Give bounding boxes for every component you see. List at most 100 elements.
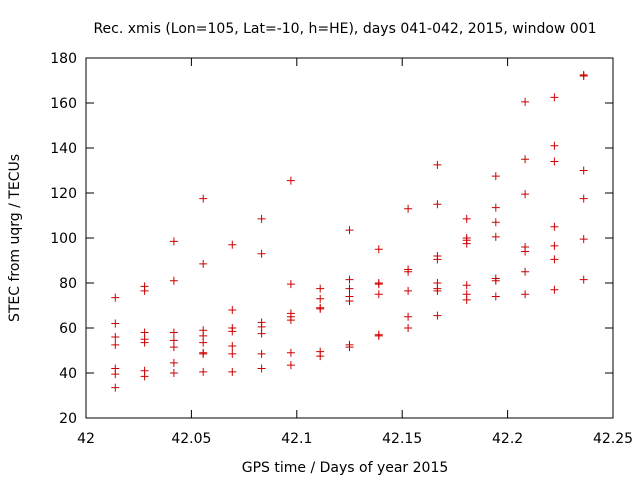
- data-point: [286, 348, 295, 357]
- y-axis-label: STEC from uqrg / TECUs: [7, 154, 23, 322]
- data-point: [491, 218, 500, 227]
- data-point: [579, 70, 588, 79]
- data-point: [404, 286, 413, 295]
- data-point: [374, 279, 383, 287]
- data-point: [169, 328, 178, 337]
- data-point: [169, 369, 178, 377]
- data-point: [228, 324, 237, 332]
- data-point: [316, 347, 325, 356]
- data-point: [228, 349, 237, 358]
- data-point: [111, 364, 120, 373]
- data-point: [169, 237, 178, 246]
- y-tick-label: 120: [50, 186, 77, 202]
- data-point: [199, 259, 208, 268]
- data-point: [374, 245, 383, 254]
- data-point: [579, 275, 588, 284]
- data-point: [433, 160, 442, 169]
- plot-frame: [85, 57, 614, 419]
- chart-title: Rec. xmis (Lon=105, Lat=-10, h=HE), days…: [93, 21, 596, 37]
- data-point: [199, 326, 208, 335]
- data-point: [199, 367, 208, 376]
- data-point: [433, 279, 442, 287]
- data-point: [404, 324, 413, 332]
- data-point: [286, 361, 295, 370]
- data-point: [462, 214, 471, 223]
- data-point: [579, 194, 588, 203]
- data-point: [521, 190, 530, 199]
- x-tick-label: 42.25: [593, 431, 633, 447]
- data-point: [345, 284, 354, 293]
- data-point: [404, 204, 413, 213]
- data-point: [462, 234, 471, 242]
- y-tick-label: 180: [50, 51, 77, 67]
- data-point: [521, 267, 530, 276]
- x-tick-label: 42: [77, 431, 95, 447]
- x-tick-label: 42.1: [281, 431, 312, 447]
- x-axis-label: GPS time / Days of year 2015: [242, 460, 449, 476]
- data-points: [111, 70, 588, 392]
- data-point: [316, 294, 325, 303]
- data-point: [257, 349, 266, 358]
- data-point: [374, 330, 383, 339]
- data-point: [462, 281, 471, 290]
- data-point: [228, 367, 237, 376]
- data-point: [491, 274, 500, 283]
- data-point: [491, 203, 500, 212]
- data-point: [550, 241, 559, 250]
- y-tick-label: 100: [50, 231, 77, 247]
- data-point: [111, 333, 120, 341]
- data-point: [199, 194, 208, 203]
- data-point: [491, 232, 500, 241]
- data-point: [521, 290, 530, 299]
- y-tick-label: 20: [59, 411, 77, 427]
- data-point: [404, 312, 413, 321]
- y-tick-label: 40: [59, 366, 77, 382]
- data-point: [433, 200, 442, 209]
- data-point: [140, 335, 149, 344]
- data-point: [169, 336, 178, 345]
- data-point: [286, 280, 295, 289]
- data-point: [199, 348, 208, 357]
- x-tick-label: 42.15: [382, 431, 422, 447]
- data-point: [491, 172, 500, 181]
- data-point: [550, 255, 559, 264]
- data-point: [111, 340, 120, 349]
- data-point: [579, 166, 588, 175]
- data-point: [345, 340, 354, 349]
- data-point: [550, 285, 559, 294]
- y-tick-label: 160: [50, 96, 77, 112]
- x-tick-label: 42.2: [492, 431, 523, 447]
- data-point: [228, 240, 237, 249]
- data-point: [257, 318, 266, 327]
- data-point: [169, 276, 178, 285]
- data-point: [521, 155, 530, 164]
- data-point: [140, 282, 149, 291]
- data-point: [257, 249, 266, 258]
- data-point: [550, 157, 559, 166]
- data-point: [111, 383, 120, 392]
- data-point: [257, 364, 266, 373]
- y-tick-label: 80: [59, 276, 77, 292]
- data-point: [345, 292, 354, 301]
- data-point: [140, 328, 149, 337]
- data-point: [345, 226, 354, 235]
- data-point: [228, 342, 237, 350]
- data-point: [199, 338, 208, 347]
- data-point: [521, 97, 530, 106]
- data-point: [111, 293, 120, 302]
- data-point: [433, 311, 442, 320]
- plot-border: [85, 57, 614, 419]
- data-point: [345, 275, 354, 284]
- data-point: [286, 309, 295, 318]
- data-point: [316, 303, 325, 312]
- data-point: [316, 284, 325, 293]
- data-point: [228, 306, 237, 314]
- data-point: [140, 366, 149, 375]
- data-point: [111, 319, 120, 328]
- data-point: [169, 343, 178, 352]
- data-point: [550, 222, 559, 231]
- data-point: [433, 252, 442, 260]
- data-point: [579, 235, 588, 244]
- data-point: [257, 329, 266, 338]
